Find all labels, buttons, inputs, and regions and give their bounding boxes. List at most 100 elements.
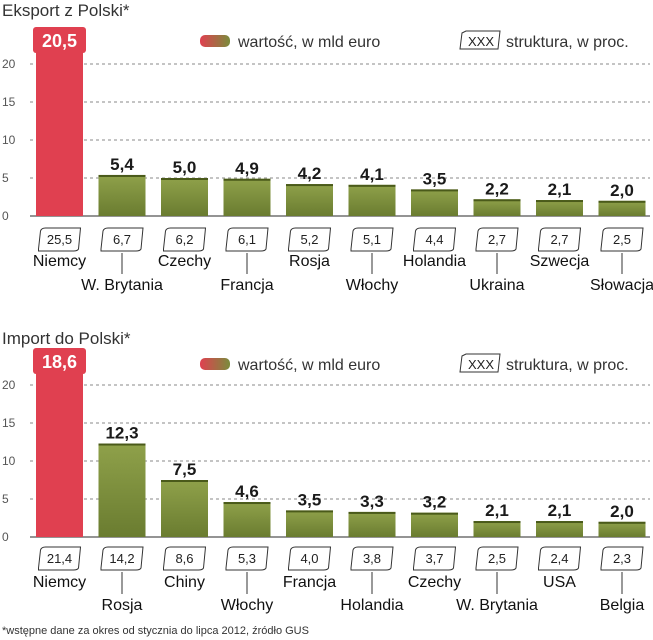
bar-cap <box>161 480 208 482</box>
bar <box>36 350 83 537</box>
bar <box>348 184 396 216</box>
y-tick-label: 15 <box>2 416 16 430</box>
bar-cap <box>286 510 333 513</box>
share-value: 2,7 <box>488 232 506 247</box>
bar-value-label: 20,5 <box>42 31 77 51</box>
category-label: W. Brytania <box>81 277 163 294</box>
y-tick-label: 20 <box>2 378 16 392</box>
category-label: Włochy <box>221 597 273 614</box>
bar-value-label: 7,5 <box>173 460 197 479</box>
y-tick-label: 5 <box>2 171 9 185</box>
share-box <box>100 227 144 252</box>
share-box <box>600 546 644 571</box>
bar-cap <box>536 200 583 203</box>
category-label: USA <box>543 574 576 591</box>
bar-cap <box>348 184 396 187</box>
bar-cap <box>473 521 521 524</box>
legend-share-label: struktura, w proc. <box>506 34 629 51</box>
category-label: Niemcy <box>33 574 86 591</box>
share-value: 5,3 <box>238 551 256 566</box>
share-box <box>538 546 582 571</box>
bar-value-label: 5,0 <box>173 158 197 177</box>
category-label: Rosja <box>102 597 143 614</box>
bar-value-label: 2,1 <box>485 501 509 520</box>
share-value: 14,2 <box>109 551 134 566</box>
share-box <box>163 546 207 571</box>
bar-value-label: 2,0 <box>610 181 634 200</box>
category-label: Włochy <box>346 277 398 294</box>
bar-value-label: 18,6 <box>42 352 77 372</box>
y-tick-label: 10 <box>2 454 16 468</box>
bar <box>598 200 646 216</box>
bar-value-label: 3,3 <box>360 492 384 511</box>
y-tick-label: 20 <box>2 57 16 71</box>
share-value: 2,7 <box>550 232 568 247</box>
share-box <box>600 227 644 252</box>
bar-cap <box>411 512 458 515</box>
y-tick-label: 10 <box>2 133 16 147</box>
bar-cap <box>536 521 583 524</box>
share-value: 21,4 <box>47 551 72 566</box>
share-value: 2,4 <box>550 551 568 566</box>
share-value: 5,1 <box>363 232 381 247</box>
y-tick-label: 0 <box>2 530 9 544</box>
share-box <box>413 546 457 571</box>
share-box <box>163 227 207 252</box>
legend-share-label: struktura, w proc. <box>506 357 629 374</box>
share-box <box>350 546 394 571</box>
bar-value-label: 2,0 <box>610 502 634 521</box>
bar <box>536 200 583 216</box>
category-label: Czechy <box>408 574 461 591</box>
share-value: 3,8 <box>363 551 381 566</box>
bar-value-label: 2,1 <box>548 501 572 520</box>
share-value: 5,2 <box>300 232 318 247</box>
category-label: W. Brytania <box>456 597 538 614</box>
category-label: Czechy <box>158 253 211 270</box>
bar-top-label-bg <box>33 348 86 374</box>
bar-value-label: 4,1 <box>360 165 384 184</box>
bar <box>36 29 83 216</box>
bar <box>161 178 208 216</box>
bar <box>286 510 333 537</box>
category-label: Holandia <box>340 597 403 614</box>
category-label: Holandia <box>403 253 466 270</box>
bar-top-label-bg <box>33 27 86 53</box>
bar-value-label: 4,2 <box>298 164 322 183</box>
bar <box>98 443 146 537</box>
share-value: 2,5 <box>613 232 631 247</box>
bar-cap <box>348 511 396 514</box>
category-label: Belgia <box>600 597 645 614</box>
y-tick-label: 0 <box>2 209 9 223</box>
bar <box>411 512 458 537</box>
category-label: Niemcy <box>33 253 86 270</box>
share-box <box>38 546 82 571</box>
category-label: Francja <box>283 574 336 591</box>
legend-swatch <box>200 358 230 370</box>
share-box <box>350 227 394 252</box>
chart-title: Eksport z Polski* <box>2 1 130 20</box>
category-label: Szwecja <box>530 253 590 270</box>
bar-value-label: 2,2 <box>485 179 509 198</box>
bar <box>223 502 271 537</box>
share-value: 8,6 <box>175 551 193 566</box>
bar-cap <box>598 200 646 203</box>
bar-value-label: 4,6 <box>235 482 259 501</box>
y-tick-label: 15 <box>2 95 16 109</box>
bar <box>98 174 146 216</box>
bar-cap <box>286 184 333 187</box>
bar-value-label: 3,5 <box>298 490 322 509</box>
share-box <box>288 546 332 571</box>
bar-value-label: 4,9 <box>235 159 259 178</box>
share-value: 2,3 <box>613 551 631 566</box>
bar-value-label: 3,2 <box>423 493 447 512</box>
bar-cap <box>223 178 271 181</box>
legend-value-label: wartość, w mld euro <box>237 357 380 374</box>
share-value: 4,0 <box>300 551 318 566</box>
chart-title: Import do Polski* <box>2 329 131 348</box>
legend-share-box <box>459 353 501 373</box>
bar-value-label: 5,4 <box>110 155 134 174</box>
bar <box>286 184 333 216</box>
share-value: 2,5 <box>488 551 506 566</box>
footnote: *wstępne dane za okres od stycznia do li… <box>2 625 309 637</box>
bar <box>598 521 646 537</box>
